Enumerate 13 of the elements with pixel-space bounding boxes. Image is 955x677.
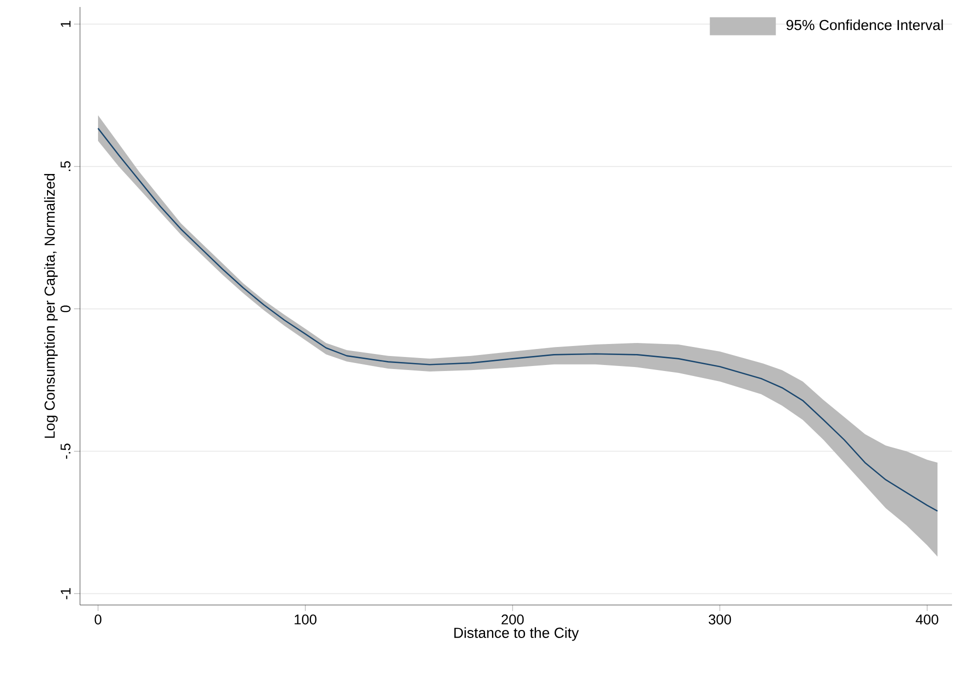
y-tick-label: -.5 — [60, 444, 70, 459]
x-tick-label: 400 — [916, 614, 938, 624]
x-tick-label: 200 — [502, 614, 524, 624]
y-tick-label: -1 — [60, 588, 70, 600]
x-tick-label: 300 — [708, 614, 731, 624]
y-tick-label: 0 — [60, 305, 70, 312]
y-tick-label: .5 — [60, 161, 70, 172]
text: 95% Confidence Interval — [786, 20, 943, 30]
y-axis-title: Log Consumption per Capita, Normalized — [44, 174, 58, 438]
y-tick-label: 1 — [60, 20, 70, 27]
x-tick-label: 0 — [94, 614, 102, 624]
x-axis-title: Distance to the City — [454, 627, 579, 641]
x-tick-label: 100 — [294, 614, 316, 624]
